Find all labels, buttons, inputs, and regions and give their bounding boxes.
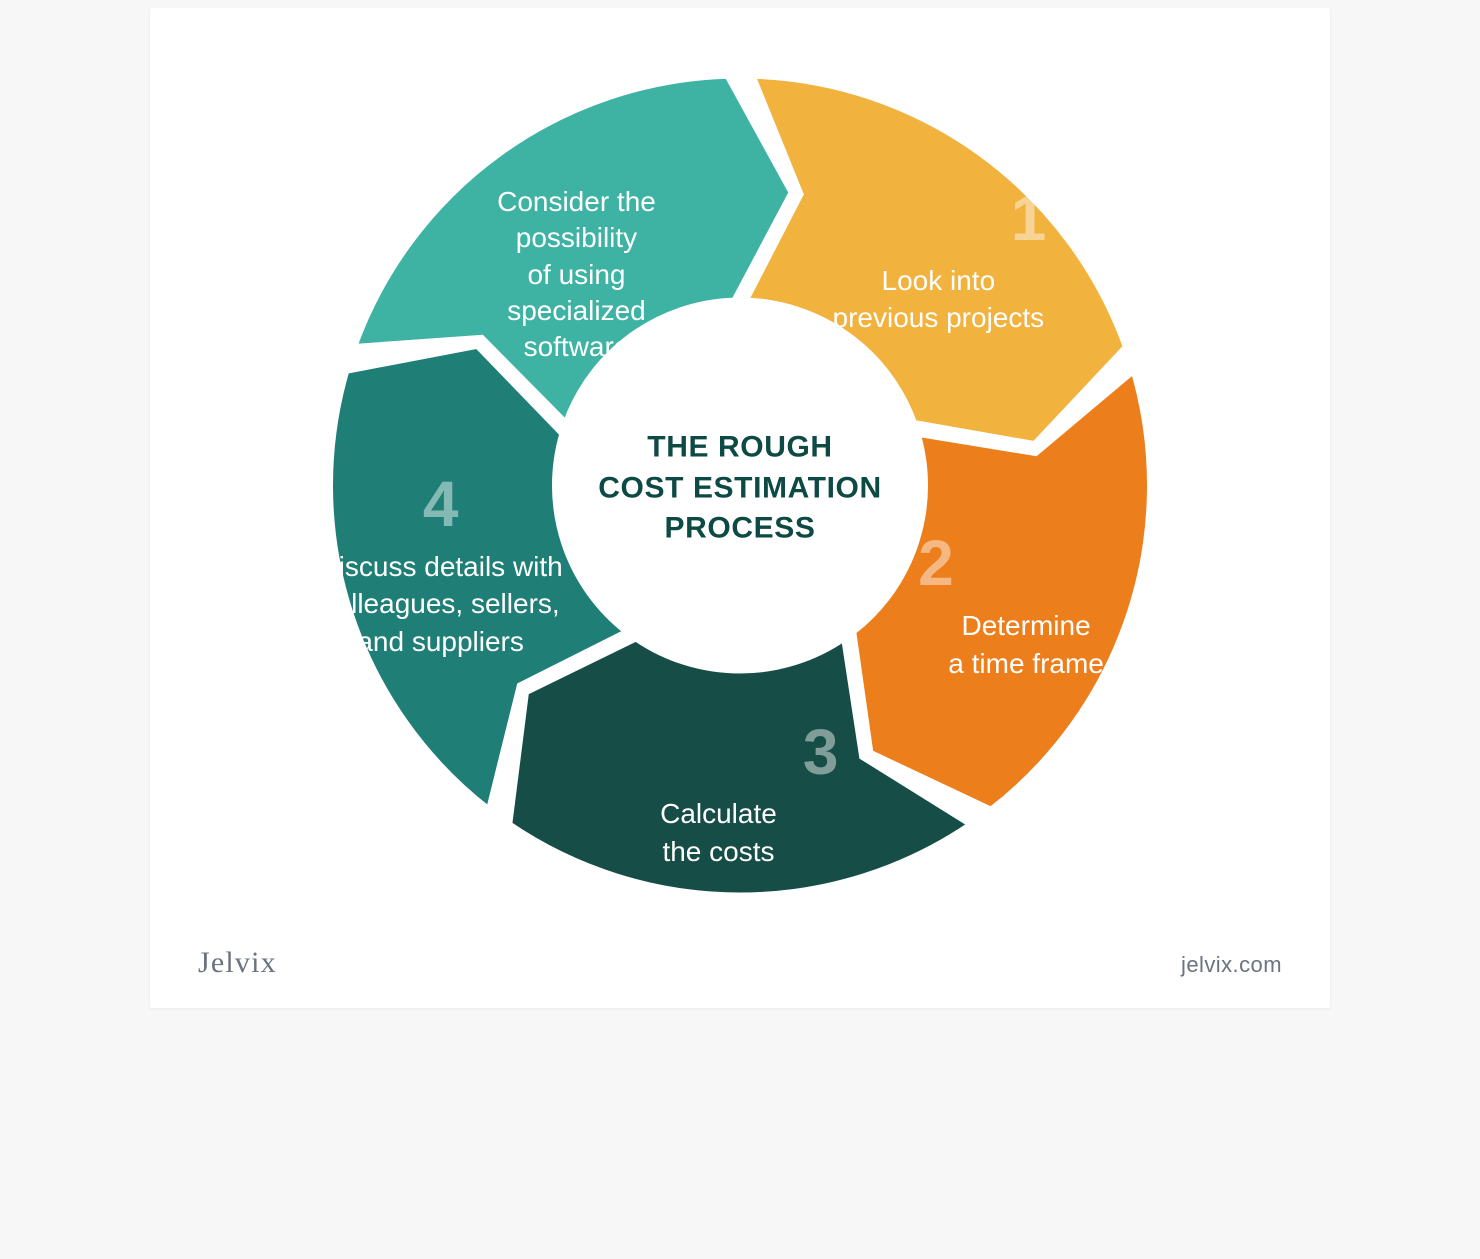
segment-3-label: 3 Calculatethe costs <box>588 709 848 871</box>
center-title-line1: THE ROUGH <box>647 430 832 463</box>
segment-5-number: 5 <box>446 97 706 183</box>
segment-2-label: 2 Determinea time frame <box>896 520 1156 682</box>
segment-4-number: 4 <box>281 461 601 547</box>
segment-3-text: Calculatethe costs <box>588 795 848 871</box>
center-title-line3: PROCESS <box>665 511 816 544</box>
segment-2-number: 2 <box>896 520 1156 606</box>
infographic-card: THE ROUGH COST ESTIMATION PROCESS 1 Look… <box>150 8 1330 1008</box>
center-title-line2: COST ESTIMATION <box>598 471 881 504</box>
site-url-text: jelvix.com <box>1181 952 1282 978</box>
brand-logo-text: Jelvix <box>198 946 277 980</box>
segment-1-number: 1 <box>808 175 1068 261</box>
segment-3-number: 3 <box>588 709 848 795</box>
segment-2-text: Determinea time frame <box>896 607 1156 683</box>
segment-1-text: Look intoprevious projects <box>808 262 1068 338</box>
segment-5-label: 5 Consider thepossibilityof usingspecial… <box>446 97 706 365</box>
segment-5-text: Consider thepossibilityof usingspecializ… <box>446 184 706 366</box>
center-title: THE ROUGH COST ESTIMATION PROCESS <box>598 427 881 549</box>
segment-4-label: 4 Discuss details withcolleagues, seller… <box>281 461 601 661</box>
segment-4-text: Discuss details withcolleagues, sellers,… <box>281 548 601 661</box>
segment-1-label: 1 Look intoprevious projects <box>808 175 1068 337</box>
